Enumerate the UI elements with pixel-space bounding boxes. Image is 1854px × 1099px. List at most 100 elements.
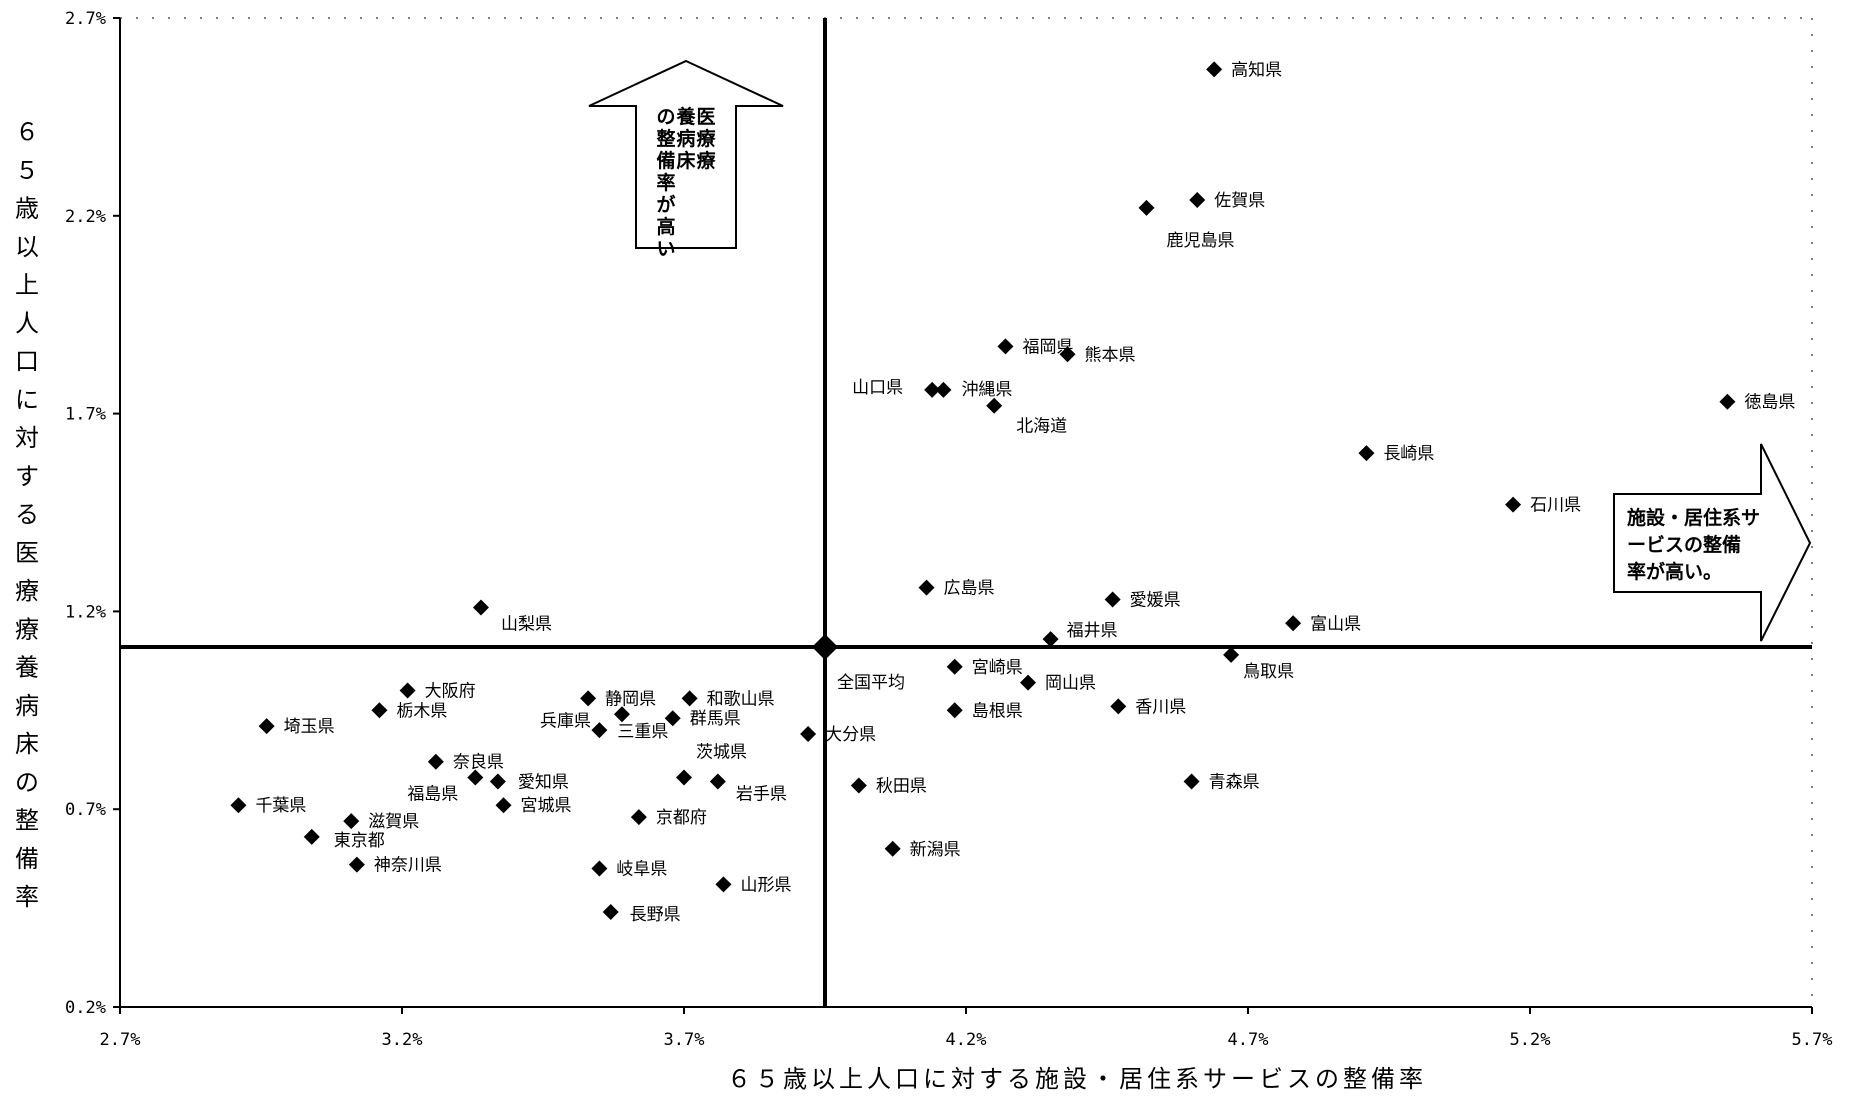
data-point-label: 鹿児島県 (1166, 231, 1234, 251)
data-point-label: 徳島県 (1744, 393, 1795, 413)
y-axis-title-char: 口 (15, 348, 39, 376)
data-point (602, 904, 619, 921)
data-point (946, 702, 963, 719)
data-point-label: 鳥取県 (1243, 662, 1294, 682)
average-marker (812, 634, 838, 661)
y-axis-title-char: 以 (15, 233, 39, 261)
data-point (884, 840, 901, 857)
data-point (630, 809, 647, 826)
y-axis-title-char: 療 (15, 577, 39, 605)
average-label: 全国平均 (837, 673, 905, 693)
data-point (348, 856, 365, 873)
data-point-label: 富山県 (1310, 614, 1361, 634)
data-point (591, 860, 608, 877)
y-axis-title-char: す (15, 462, 39, 490)
data-point (1020, 674, 1037, 691)
right-arrow-line: ービスの整備 (1627, 533, 1741, 556)
data-point (230, 797, 247, 814)
data-point (580, 690, 597, 707)
up-arrow-char: が (656, 193, 675, 216)
data-point (1042, 631, 1059, 648)
up-arrow-char: 病 (676, 127, 695, 150)
data-point (1110, 698, 1127, 715)
x-tick-label: 5.2% (1510, 1030, 1551, 1050)
data-point-label: 兵庫県 (540, 711, 591, 731)
data-point (591, 722, 608, 739)
y-axis-title-char: 対 (15, 424, 39, 452)
data-point (918, 579, 935, 596)
data-point-label: 奈良県 (453, 753, 504, 773)
data-point-label: 岐阜県 (616, 860, 667, 880)
y-axis-title-char: ５ (15, 156, 39, 184)
data-point (427, 753, 444, 770)
data-point (1138, 199, 1155, 216)
data-point-label: 山形県 (740, 875, 791, 895)
y-axis-title-char: 歳 (15, 195, 39, 223)
data-point (371, 702, 388, 719)
data-point-label: 佐賀県 (1214, 191, 1265, 211)
data-point-label: 京都府 (656, 808, 707, 828)
data-point-label: 広島県 (944, 579, 995, 599)
data-point (681, 690, 698, 707)
data-point-label: 栃木県 (396, 701, 447, 721)
data-point-label: 愛媛県 (1130, 591, 1181, 611)
y-axis-title-char: に (15, 386, 39, 414)
right-arrow-shape (1613, 443, 1812, 642)
data-point-label: 大分県 (825, 725, 876, 745)
data-point-label: 福岡県 (1022, 337, 1073, 357)
data-point (946, 658, 963, 675)
data-point (343, 813, 360, 830)
axis-ticks: 0.2% 0.7% 1.2% 1.7% 2.2% 2.7% 2.7% 3.2% 3.7% 4.2%… (65, 9, 1832, 1050)
data-point-label: 福井県 (1067, 621, 1118, 641)
y-axis-title-char: 人 (15, 309, 39, 337)
up-arrow-char: 療 (696, 127, 716, 150)
data-point (997, 338, 1014, 355)
data-point (1285, 615, 1302, 632)
data-point-label: 宮崎県 (972, 658, 1023, 678)
up-arrow-char: 療 (696, 149, 716, 172)
up-arrow-char: い (656, 238, 675, 260)
data-point-label: 和歌山県 (707, 689, 775, 709)
x-tick-label: 3.2% (382, 1030, 423, 1050)
y-axis-title-char: 上 (15, 271, 39, 299)
data-point (1104, 591, 1121, 608)
data-point-label: 山梨県 (501, 614, 552, 634)
up-arrow-char: 高 (656, 215, 675, 238)
data-point (924, 381, 941, 398)
data-point (613, 706, 630, 723)
y-axis-title-char: 養 (15, 654, 39, 682)
data-point-label: 長崎県 (1383, 444, 1434, 464)
data-point (715, 876, 732, 893)
data-point-label: 三重県 (617, 722, 668, 742)
data-point-label: 長野県 (630, 905, 681, 925)
data-point-label: 静岡県 (605, 689, 656, 709)
y-axis-title-char: 備 (15, 845, 39, 873)
data-point-label: 島根県 (972, 701, 1023, 721)
data-point-label: 新潟県 (910, 840, 961, 860)
data-point (258, 718, 275, 735)
data-point-label: 石川県 (1530, 496, 1581, 516)
data-point-label: 千葉県 (255, 796, 306, 816)
y-tick-label: 0.7% (65, 800, 106, 820)
y-axis-title-char: 整 (15, 807, 39, 835)
y-axis-title-char: の (15, 768, 39, 796)
y-tick-label: 2.2% (65, 207, 106, 227)
data-point-label: 愛知県 (518, 773, 569, 793)
data-point-label: 山口県 (852, 378, 903, 398)
data-point (1358, 445, 1375, 462)
data-point-label: 神奈川県 (374, 856, 442, 876)
data-point (664, 710, 681, 727)
data-point-label: 群馬県 (690, 709, 741, 729)
data-point (986, 397, 1003, 414)
x-tick-label: 2.7% (100, 1030, 141, 1050)
data-point-label: 岩手県 (736, 785, 787, 805)
data-point (1183, 773, 1200, 790)
data-point (399, 682, 416, 699)
up-arrow-shape (588, 59, 784, 249)
right-arrow-line: 率が高い。 (1627, 560, 1722, 583)
data-point (1059, 346, 1076, 363)
